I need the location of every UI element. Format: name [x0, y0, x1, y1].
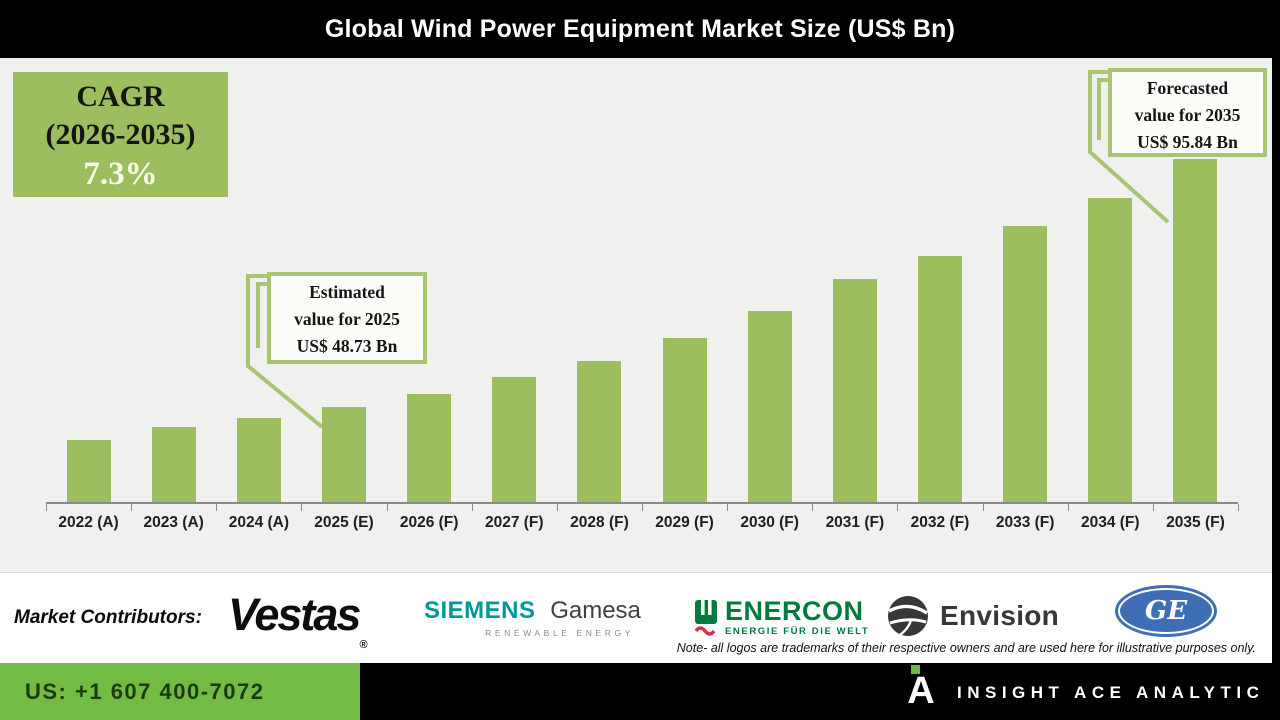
- enercon-text-block: ENERCON ENERGIE FÜR DIE WELT: [725, 598, 869, 638]
- siemens-gamesa-tagline: RENEWABLE ENERGY: [485, 628, 634, 638]
- x-axis-label-2026: 2026 (F): [399, 514, 459, 531]
- envision-icon: [888, 596, 928, 636]
- x-axis-tick: [386, 504, 388, 511]
- enercon-logo: ENERCON ENERGIE FÜR DIE WELT: [694, 598, 869, 638]
- siemens-gamesa-wordmark: SIEMENS Gamesa: [424, 597, 641, 625]
- vestas-registered-mark: ®: [359, 639, 368, 651]
- x-axis-tick: [471, 504, 473, 511]
- cagr-value: 7.3%: [83, 156, 158, 192]
- forecasted-leader-outer: [1088, 70, 1170, 224]
- bar-2030-f: [747, 311, 792, 502]
- x-axis-label-2031: 2031 (F): [825, 514, 885, 531]
- x-axis-label-2029: 2029 (F): [655, 514, 714, 531]
- enercon-wordmark: ENERCON: [725, 596, 864, 626]
- x-axis-label-2034: 2034 (F): [1080, 514, 1140, 531]
- logo-green-square: [911, 665, 920, 674]
- bar-2033-f: [1003, 226, 1048, 502]
- footer-bar: US: +1 607 400-7072 A INSIGHT ACE ANALYT…: [0, 663, 1280, 720]
- x-axis-tick: [812, 504, 814, 511]
- x-axis-label-2025: 2025 (E): [314, 514, 374, 531]
- x-axis-label-2030: 2030 (F): [740, 514, 799, 531]
- vestas-logo: Vestas®: [228, 589, 368, 651]
- x-axis-tick: [1067, 504, 1069, 511]
- estimated-callout-line1: Estimated: [309, 282, 385, 302]
- bar-2025-e: [322, 407, 366, 502]
- bar-2027-f: [492, 377, 537, 502]
- x-axis-tick: [1238, 504, 1239, 511]
- x-axis-label-2028: 2028 (F): [570, 514, 629, 531]
- x-axis-label-2027: 2027 (F): [484, 514, 544, 531]
- bar-2026-f: [407, 394, 452, 502]
- estimated-leader-inner: [256, 282, 267, 348]
- bar-2028-f: [577, 361, 622, 502]
- trademark-note: Note- all logos are trademarks of their …: [676, 641, 1256, 655]
- bar-2031-f: [832, 279, 877, 502]
- x-axis-label-2033: 2033 (F): [995, 514, 1055, 531]
- x-axis-label-2032: 2032 (F): [910, 514, 970, 531]
- estimated-callout-line3: US$ 48.73 Bn: [296, 336, 398, 356]
- bar-2035-f: [1173, 159, 1218, 502]
- plot-area: [46, 58, 1238, 504]
- x-axis-tick: [131, 504, 133, 511]
- forecasted-callout-line1: Forecasted: [1146, 78, 1229, 98]
- vestas-wordmark: Vestas: [228, 589, 361, 640]
- x-axis-tick: [556, 504, 558, 511]
- envision-logo: Envision: [886, 593, 1059, 639]
- x-axis-label-2035: 2035 (F): [1166, 514, 1225, 531]
- enercon-icon: [694, 600, 717, 636]
- cagr-box: CAGR (2026-2035) 7.3%: [13, 72, 228, 197]
- cagr-title: CAGR: [76, 80, 165, 113]
- x-axis-label-2024: 2024 (A): [228, 514, 290, 531]
- enercon-tagline: ENERGIE FÜR DIE WELT: [725, 626, 870, 637]
- insight-ace-logo: A: [904, 661, 938, 717]
- envision-wordmark: Envision: [940, 600, 1060, 631]
- forecasted-callout-line2: value for 2035: [1134, 105, 1241, 125]
- ge-monogram: GE: [1144, 596, 1188, 626]
- title-bar: Global Wind Power Equipment Market Size …: [0, 0, 1280, 58]
- page-title: Global Wind Power Equipment Market Size …: [324, 14, 956, 43]
- x-axis-tick: [642, 504, 643, 511]
- right-edge-strip: [1272, 0, 1280, 720]
- x-axis-tick: [1152, 504, 1154, 511]
- bar-2034-f: [1088, 198, 1133, 502]
- market-contributors-strip: Market Contributors: Vestas® SIEMENS Gam…: [0, 573, 1272, 663]
- cagr-range: (2026-2035): [45, 118, 196, 151]
- callout-leader-lines: [246, 70, 1170, 429]
- siemens-gamesa-logo: SIEMENS Gamesa RENEWABLE ENERGY: [424, 597, 641, 638]
- x-axis-tick: [897, 504, 899, 511]
- forecasted-value-callout: Forecasted value for 2035 US$ 95.84 Bn: [1108, 68, 1267, 157]
- ge-logo: GE: [1115, 585, 1217, 637]
- bar-2022-a: [66, 440, 111, 502]
- bar-2024-a: [236, 418, 281, 502]
- bar-2029-f: [662, 338, 707, 502]
- logo-a-glyph: A: [907, 670, 935, 712]
- x-axis-tick: [301, 504, 303, 511]
- x-axis-label-2022: 2022 (A): [58, 514, 119, 531]
- x-axis-tick: [46, 504, 47, 511]
- bar-2023-a: [151, 427, 196, 502]
- bar-2032-f: [918, 256, 962, 502]
- forecasted-leader-inner: [1097, 78, 1108, 140]
- siemens-wordmark: SIEMENS: [424, 597, 536, 624]
- x-axis-label-2023: 2023 (A): [143, 514, 204, 531]
- forecasted-callout-line3: US$ 95.84 Bn: [1137, 132, 1238, 152]
- estimated-callout-line2: value for 2025: [294, 309, 400, 329]
- x-axis-tick: [216, 504, 218, 511]
- brand-name: INSIGHT ACE ANALYTIC: [957, 683, 1265, 702]
- phone-number: US: +1 607 400-7072: [25, 679, 265, 704]
- x-axis-tick: [727, 504, 729, 511]
- estimated-leader-outer: [246, 274, 324, 429]
- market-contributors-label: Market Contributors:: [14, 607, 202, 628]
- x-axis-labels: 2022 (A) 2023 (A) 2024 (A) 2025 (E) 2026 (F)…: [46, 511, 1238, 537]
- estimated-value-callout: Estimated value for 2025 US$ 48.73 Bn: [267, 272, 427, 364]
- x-axis-tick: [982, 504, 984, 511]
- ge-logo-ring: [1118, 588, 1214, 634]
- chart-area: CAGR (2026-2035) 7.3% Estimated value fo…: [0, 58, 1272, 573]
- gamesa-wordmark: Gamesa: [550, 597, 641, 624]
- footer-phone-block: US: +1 607 400-7072: [0, 663, 360, 720]
